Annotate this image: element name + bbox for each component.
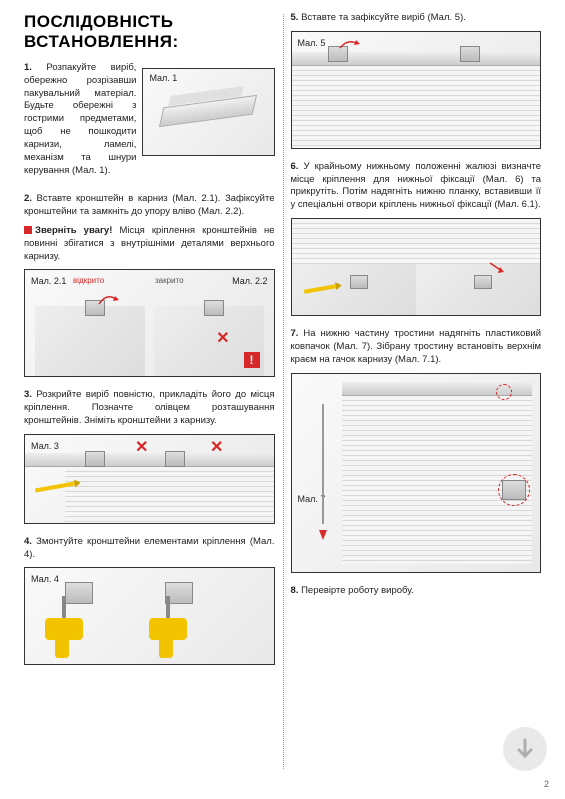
step-6-text: 6. У крайньому нижньому положенні жалюзі… xyxy=(291,161,542,212)
detail-circle-icon xyxy=(496,384,512,400)
step-7-text: 7. На нижню частину тростини надягніть п… xyxy=(291,328,542,366)
drill-icon xyxy=(149,608,209,658)
right-column: 5. Вставте та зафіксуйте виріб (Мал. 5).… xyxy=(283,12,550,677)
x-mark-icon: ✕ xyxy=(210,437,223,457)
figure-3-label: Мал. 3 xyxy=(31,441,59,451)
step-4-text: 4. Змонтуйте кронштейни елементами кріпл… xyxy=(24,536,275,562)
arrow-icon xyxy=(97,290,121,310)
x-mark-icon: ✕ xyxy=(135,437,148,457)
step-1-text: 1. Розпакуйте виріб, обережно розрізавши… xyxy=(24,62,136,177)
figure-5: Мал. 5 xyxy=(291,31,542,149)
figure-7: Мал. 7 Мал. 7.1 xyxy=(291,373,542,573)
step-2-text: 2. Вставте кронштейн в карниз (Мал. 2.1)… xyxy=(24,193,275,219)
warning-icon xyxy=(24,226,32,234)
wand-cap-icon xyxy=(319,530,327,540)
figure-3: Мал. 3 ✕ ✕ xyxy=(24,434,275,524)
figure-5-label: Мал. 5 xyxy=(298,38,326,48)
drill-icon xyxy=(45,608,105,658)
figure-6: Мал. 6 Мал. 6.1 xyxy=(291,218,542,316)
x-mark-icon: ✕ xyxy=(216,328,229,348)
figure-22-label: Мал. 2.2 xyxy=(232,276,267,286)
watermark-icon xyxy=(503,727,547,771)
page-number: 2 xyxy=(544,779,549,789)
column-divider xyxy=(283,14,284,769)
step-5-text: 5. Вставте та зафіксуйте виріб (Мал. 5). xyxy=(291,12,542,25)
figure-1-label: Мал. 1 xyxy=(149,73,177,83)
step-8-text: 8. Перевірте роботу виробу. xyxy=(291,585,542,598)
figure-2: Мал. 2.1 Мал. 2.2 відкрито закрито ! ✕ xyxy=(24,269,275,377)
step-2-warning: Зверніть увагу! Місця кріплення кронштей… xyxy=(24,225,275,263)
open-label: відкрито xyxy=(73,276,104,285)
left-column: ПОСЛІДОВНІСТЬ ВСТАНОВЛЕННЯ: 1. Розпакуйт… xyxy=(16,12,283,677)
closed-label: закрито xyxy=(155,276,184,285)
step-3-text: 3. Розкрийте виріб повністю, прикладіть … xyxy=(24,389,275,427)
arrow-icon xyxy=(338,36,362,54)
arrow-icon xyxy=(488,261,508,277)
figure-21-label: Мал. 2.1 xyxy=(31,276,66,286)
figure-4-label: Мал. 4 xyxy=(31,574,59,584)
wand-icon xyxy=(322,404,324,524)
warning-box-icon: ! xyxy=(244,352,260,368)
page-title: ПОСЛІДОВНІСТЬ ВСТАНОВЛЕННЯ: xyxy=(24,12,275,52)
figure-1: Мал. 1 xyxy=(142,68,274,156)
figure-4: Мал. 4 xyxy=(24,567,275,665)
